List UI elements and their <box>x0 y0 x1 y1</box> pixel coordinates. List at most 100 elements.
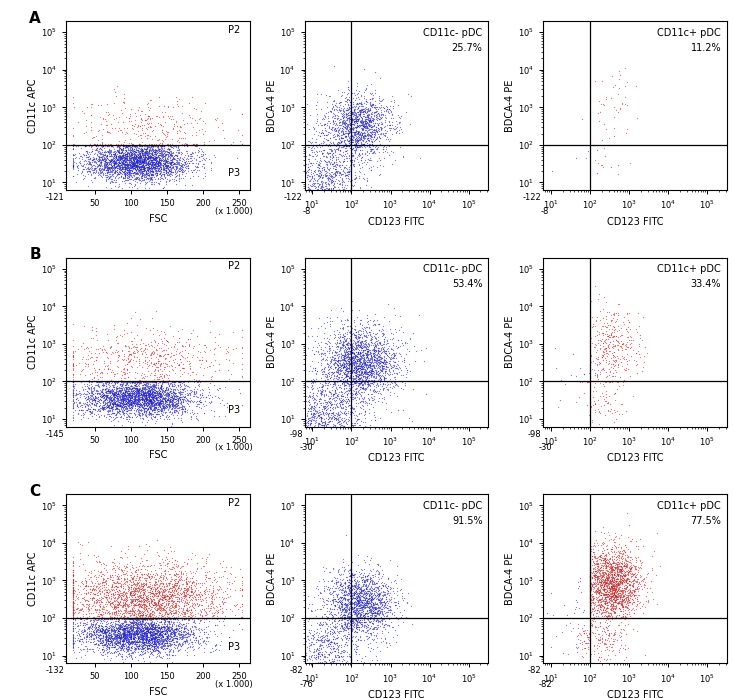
Point <box>349 603 360 614</box>
Point <box>367 597 379 608</box>
Point <box>68 401 79 412</box>
Point <box>292 669 304 681</box>
Point <box>622 595 634 607</box>
Point <box>156 629 168 640</box>
Point <box>341 96 352 107</box>
Point <box>146 387 158 398</box>
Point <box>168 387 180 399</box>
Point <box>159 151 171 163</box>
Point <box>147 584 159 595</box>
Point <box>344 563 355 574</box>
Point <box>330 357 341 369</box>
Point <box>342 129 354 140</box>
Point <box>349 323 360 334</box>
Point <box>385 639 396 650</box>
Point <box>606 593 617 604</box>
Point <box>68 604 79 616</box>
Point <box>324 140 336 151</box>
Point <box>68 609 79 620</box>
Point <box>90 158 102 170</box>
Point <box>363 602 374 614</box>
Point <box>154 173 166 184</box>
Point <box>584 596 596 607</box>
Point <box>304 391 316 402</box>
Point <box>354 602 366 614</box>
Point <box>156 614 168 625</box>
Point <box>127 346 139 357</box>
Point <box>342 406 354 417</box>
Point <box>308 591 319 602</box>
Point <box>157 637 169 648</box>
Point <box>153 360 165 371</box>
Point <box>397 370 409 381</box>
Point <box>615 399 627 410</box>
Point <box>345 111 357 122</box>
Point <box>313 405 325 416</box>
Point <box>298 208 310 219</box>
Point <box>355 117 367 128</box>
Point <box>154 161 166 172</box>
Point <box>589 621 601 632</box>
Point <box>355 350 367 362</box>
Point <box>139 387 151 398</box>
Point <box>388 587 400 598</box>
Point <box>622 567 634 578</box>
Point <box>149 399 161 410</box>
Point <box>172 400 184 411</box>
Point <box>131 627 143 638</box>
Point <box>68 604 79 616</box>
Point <box>308 392 319 403</box>
Point <box>111 622 123 633</box>
Point <box>137 388 148 399</box>
Point <box>206 595 218 607</box>
Point <box>332 144 344 155</box>
Point <box>142 642 154 653</box>
Point <box>140 623 152 634</box>
Point <box>109 628 121 639</box>
Point <box>584 359 596 371</box>
Point <box>367 115 379 126</box>
Point <box>343 121 355 133</box>
Point <box>95 399 106 410</box>
Point <box>346 602 358 613</box>
Point <box>315 336 327 348</box>
Point <box>346 615 357 626</box>
Point <box>137 586 148 597</box>
Point <box>361 397 373 408</box>
Point <box>329 122 341 133</box>
Point <box>124 628 136 639</box>
Point <box>339 625 351 636</box>
Point <box>96 401 108 413</box>
Point <box>120 390 132 401</box>
Point <box>131 385 142 396</box>
Point <box>358 611 370 623</box>
Point <box>603 588 615 599</box>
Point <box>108 143 120 154</box>
Point <box>177 560 189 572</box>
Point <box>139 377 151 388</box>
Point <box>608 607 620 618</box>
Point <box>614 577 626 588</box>
Point <box>130 612 142 623</box>
Point <box>338 353 349 364</box>
Point <box>582 642 594 653</box>
Point <box>621 559 633 570</box>
Point <box>131 404 143 415</box>
Point <box>346 136 358 147</box>
Point <box>618 596 630 607</box>
Point <box>371 362 382 373</box>
Point <box>317 618 329 630</box>
Point <box>350 332 362 343</box>
Point <box>348 116 360 127</box>
Point <box>172 386 184 397</box>
Point <box>110 402 122 413</box>
Point <box>346 363 358 374</box>
Point <box>134 648 146 660</box>
Point <box>148 391 159 402</box>
Point <box>111 389 123 401</box>
Point <box>145 611 156 623</box>
Point <box>379 354 391 365</box>
Point <box>374 338 385 349</box>
Point <box>355 597 367 608</box>
Point <box>606 558 618 569</box>
